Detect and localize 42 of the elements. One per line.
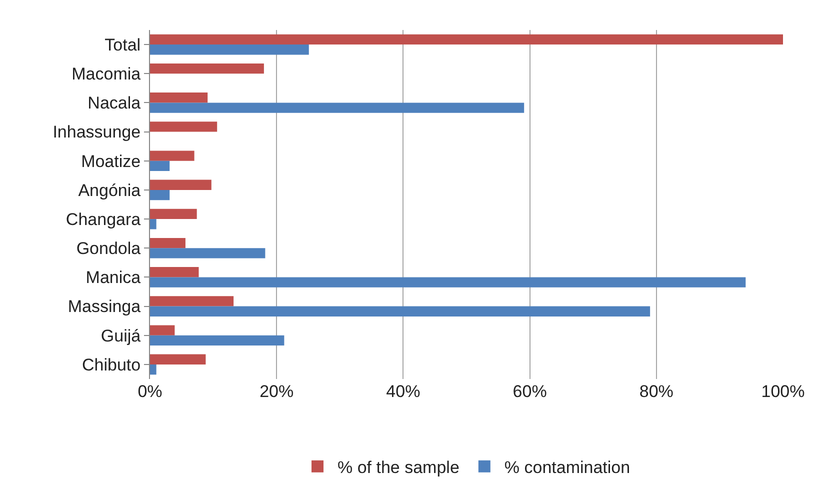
x-tick-label: 80%	[639, 382, 674, 401]
bar	[150, 306, 650, 316]
bar	[150, 325, 175, 336]
x-tick-label: 100%	[761, 382, 805, 401]
bar	[150, 364, 156, 375]
x-tick-label: 20%	[260, 382, 294, 401]
legend-label: % contamination	[504, 458, 630, 477]
y-tick-label: Macomia	[72, 64, 142, 84]
bar	[150, 238, 186, 248]
y-tick-label: Total	[104, 35, 141, 54]
bar	[150, 190, 170, 200]
y-tick-label: Guijá	[100, 326, 142, 346]
bar	[150, 150, 194, 161]
bar	[150, 267, 199, 278]
legend-label: % of the sample	[338, 458, 460, 477]
bar	[150, 248, 266, 258]
bar	[150, 122, 218, 132]
bar	[150, 160, 170, 172]
x-tick-label: 0%	[138, 382, 162, 401]
y-tick-label: Changara	[66, 210, 142, 229]
y-tick-label: Chibuto	[82, 355, 141, 374]
bar	[150, 44, 309, 55]
bar	[150, 92, 208, 103]
y-tick-label: Moatize	[81, 152, 141, 171]
bar	[150, 354, 206, 364]
bar	[150, 102, 524, 113]
y-tick-label: Nacala	[88, 94, 142, 113]
bar	[150, 63, 264, 74]
y-tick-label: Gondola	[76, 239, 142, 258]
y-tick-label: Manica	[86, 268, 142, 288]
y-tick-label: Angónia	[78, 180, 142, 200]
bar	[150, 34, 783, 45]
bar	[150, 219, 156, 230]
bar	[150, 277, 746, 288]
bar	[150, 208, 197, 220]
bar	[150, 296, 234, 306]
bar	[150, 335, 284, 346]
y-tick-label: Massinga	[68, 297, 142, 316]
x-tick-label: 40%	[386, 382, 420, 401]
y-tick-label: Inhassunge	[52, 122, 141, 142]
x-tick-label: 60%	[512, 382, 547, 401]
bar	[150, 180, 212, 190]
